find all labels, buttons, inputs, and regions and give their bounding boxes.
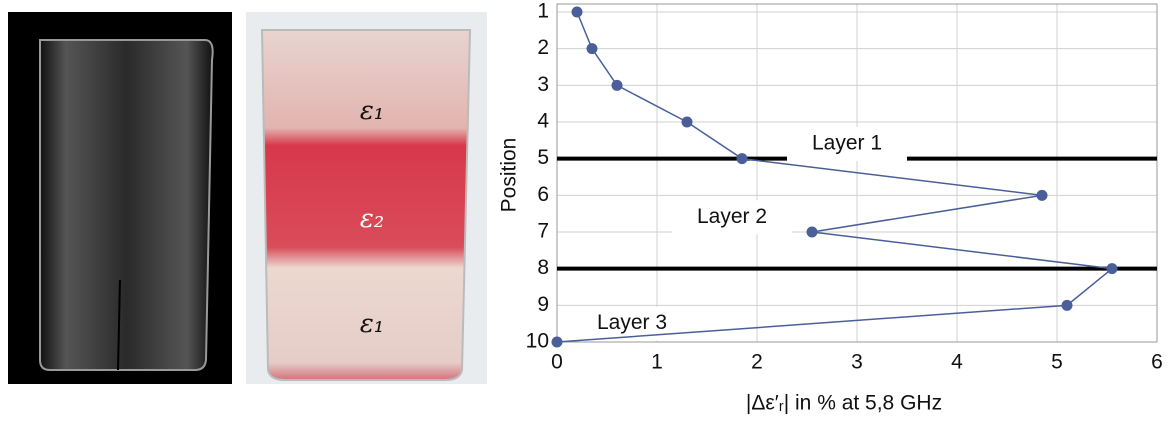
data-point: [1107, 263, 1118, 274]
y-tick-label: 4: [537, 110, 549, 133]
y-tick-label: 5: [537, 146, 549, 169]
x-tick-label: 3: [851, 351, 863, 374]
data-point: [1037, 190, 1048, 201]
data-point: [552, 337, 563, 348]
x-tick-label: 0: [551, 351, 563, 374]
x-tick-label: 6: [1151, 351, 1163, 374]
x-tick-label: 4: [951, 351, 963, 374]
data-line: [557, 12, 1112, 342]
data-point: [612, 80, 623, 91]
x-tick-label: 1: [651, 351, 663, 374]
data-point: [737, 153, 748, 164]
y-tick-label: 7: [537, 220, 549, 243]
mri-beaker: [40, 40, 213, 370]
x-tick-label: 5: [1051, 351, 1063, 374]
plot: 0 1 2 3 4 5 6 1 2 3 4 5 6 7 8 9 10 Layer 1 Layer 2 Layer 3: [526, 0, 1163, 374]
data-point: [587, 43, 598, 54]
data-point: [807, 227, 818, 238]
photo-label: ε₁: [360, 309, 384, 339]
x-tick-label: 2: [751, 351, 763, 374]
data-point: [1062, 300, 1073, 311]
y-tick-label: 9: [537, 293, 549, 316]
x-axis-label: |Δε′ᵣ| in % at 5,8 GHz: [746, 392, 942, 415]
y-tick-label: 1: [537, 0, 549, 23]
photo-label: ε₂: [360, 204, 384, 234]
y-tick-label: 6: [537, 183, 549, 206]
annotation: Layer 1: [812, 132, 882, 155]
y-axis-label: Position: [498, 138, 521, 213]
data-point: [572, 7, 583, 18]
y-tick-label: 3: [537, 73, 549, 96]
data-point: [682, 117, 693, 128]
annotation: Layer 2: [697, 205, 767, 228]
photo-label: ε₁: [360, 96, 384, 126]
y-tick-label: 2: [537, 36, 549, 59]
annotation: Layer 3: [597, 311, 667, 334]
y-tick-label: 10: [526, 330, 549, 353]
figure: ε₁ ε₂ ε₁ 0 1 2 3 4 5 6 1 2 3 4 5 6 7 8 9 10 Layer 1 Layer …: [0, 0, 1173, 418]
y-tick-label: 8: [537, 256, 549, 279]
